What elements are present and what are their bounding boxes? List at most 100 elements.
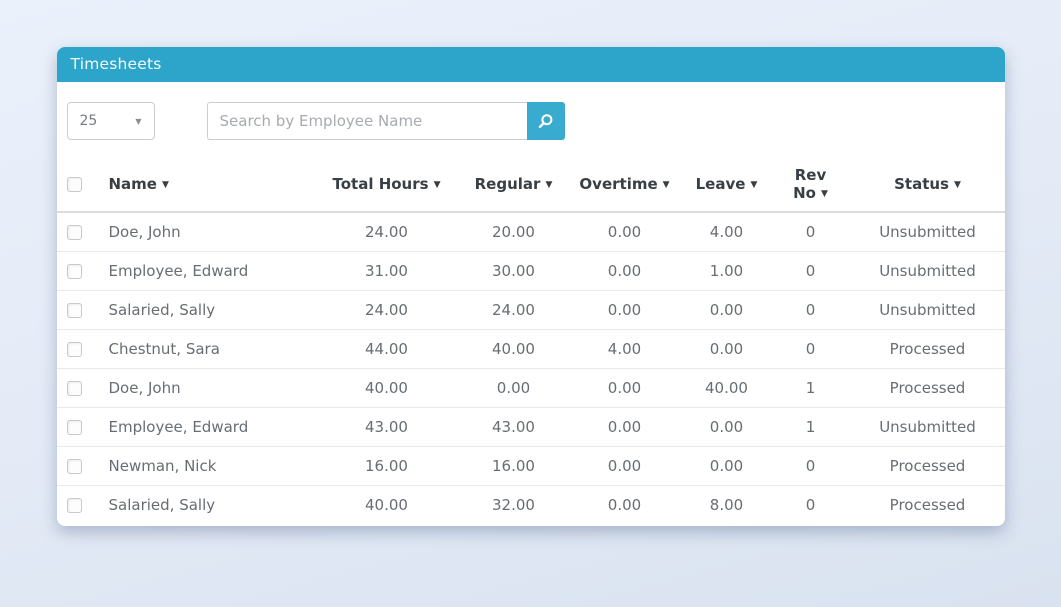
search-group [206,102,565,140]
column-header-regular[interactable]: Regular ▼ [460,162,567,213]
column-header-total-hours[interactable]: Total Hours ▼ [312,162,461,213]
table-row[interactable]: Employee, Edward 31.00 30.00 0.00 1.00 0… [56,251,1005,291]
panel-body: 25 ▼ Name ▼ [56,82,1005,526]
page-size-value: 25 [79,113,98,129]
cell-leave: 0.00 [682,407,771,447]
sort-caret-icon: ▼ [750,180,758,190]
column-label: Leave [695,175,746,193]
column-label: Overtime [579,175,658,193]
cell-leave: 0.00 [682,446,771,486]
cell-regular: 40.00 [460,329,567,369]
cell-name: Salaried, Sally [100,290,313,330]
table-row[interactable]: Salaried, Sally 24.00 24.00 0.00 0.00 0 … [56,290,1005,330]
cell-status: Processed [850,329,1005,369]
toolbar: 25 ▼ [57,82,1005,140]
table-row[interactable]: Employee, Edward 43.00 43.00 0.00 0.00 1… [56,407,1005,447]
cell-leave: 0.00 [682,290,771,330]
cell-status: Unsubmitted [879,223,976,241]
column-header-rev-no[interactable]: Rev No ▼ [770,162,851,213]
row-checkbox[interactable] [66,303,82,318]
cell-regular: 24.00 [460,290,567,330]
cell-rev-no: 0 [805,223,816,241]
table-row[interactable]: Salaried, Sally 40.00 32.00 0.00 8.00 0 … [56,485,1005,524]
cell-overtime: 0.00 [566,446,683,486]
row-checkbox[interactable] [66,459,82,474]
cell-regular: 20.00 [492,223,535,241]
cell-leave: 0.00 [682,329,771,369]
cell-rev-no: 0 [770,446,851,486]
cell-rev-no: 0 [770,251,851,291]
cell-overtime: 0.00 [566,368,683,408]
cell-total-hours: 24.00 [312,290,461,330]
cell-name: Employee, Edward [100,251,313,291]
timesheets-panel: Timesheets 25 ▼ [56,47,1005,526]
cell-overtime: 0.00 [607,223,642,241]
column-label: Regular [474,175,541,193]
panel-header: Timesheets [56,47,1005,82]
cell-regular: 30.00 [460,251,567,291]
cell-leave: 8.00 [682,485,771,524]
row-checkbox[interactable] [66,225,82,240]
cell-name: Doe, John [108,223,181,241]
cell-name: Employee, Edward [100,407,313,447]
sort-caret-icon: ▼ [433,180,441,190]
cell-rev-no: 1 [770,368,851,408]
search-input[interactable] [206,102,527,140]
sort-caret-icon: ▼ [820,189,828,199]
page-size-select[interactable]: 25 ▼ [66,102,155,140]
cell-leave: 4.00 [709,223,744,241]
search-button[interactable] [526,102,565,140]
cell-checkbox [56,290,101,330]
cell-status: Unsubmitted [850,251,1005,291]
search-icon [538,113,553,128]
cell-status: Processed [850,485,1005,524]
table-row[interactable]: Doe, John 24.00 20.00 0.00 4.00 0 Unsubm… [57,212,1005,252]
cell-rev-no: 1 [770,407,851,447]
cell-overtime: 4.00 [566,329,683,369]
column-header-status[interactable]: Status ▼ [850,162,1005,213]
row-checkbox[interactable] [66,342,82,357]
cell-overtime: 0.00 [566,407,683,447]
cell-total-hours: 43.00 [312,407,461,447]
cell-checkbox [56,446,101,486]
column-label: Status [894,175,949,193]
cell-regular: 0.00 [460,368,567,408]
cell-overtime: 0.00 [566,485,683,524]
cell-checkbox [56,329,101,369]
cell-checkbox [56,251,101,291]
cell-regular: 16.00 [460,446,567,486]
column-label: Name [108,175,157,193]
cell-name: Salaried, Sally [100,485,313,524]
cell-overtime: 0.00 [566,290,683,330]
column-header-leave[interactable]: Leave ▼ [682,162,771,213]
table-row[interactable]: Chestnut, Sara 44.00 40.00 4.00 0.00 0 P… [56,329,1005,369]
cell-status: Unsubmitted [850,290,1005,330]
select-all-checkbox[interactable] [66,177,82,192]
cell-checkbox [57,212,101,252]
row-checkbox[interactable] [66,381,82,396]
table-row[interactable]: Newman, Nick 16.00 16.00 0.00 0.00 0 Pro… [56,446,1005,486]
column-label: Total Hours [332,175,429,193]
cell-total-hours: 44.00 [312,329,461,369]
row-checkbox[interactable] [66,264,82,279]
table-header-row: Name ▼ Total Hours ▼ Regular ▼ Overtime ▼ Le… [56,162,1005,213]
cell-checkbox [56,485,101,524]
sort-caret-icon: ▼ [662,180,670,190]
cell-regular: 43.00 [460,407,567,447]
select-all-header [56,162,101,213]
column-label: Rev No [793,166,827,202]
cell-status: Processed [850,368,1005,408]
sort-caret-icon: ▼ [545,180,553,190]
cell-checkbox [56,368,101,408]
timesheets-table: Name ▼ Total Hours ▼ Regular ▼ Overtime ▼ Le… [56,162,1005,524]
table-row[interactable]: Doe, John 40.00 0.00 0.00 40.00 1 Proces… [56,368,1005,408]
column-header-overtime[interactable]: Overtime ▼ [566,162,683,213]
sort-caret-icon: ▼ [161,180,169,190]
row-checkbox[interactable] [66,420,82,435]
row-checkbox[interactable] [66,498,82,513]
cell-rev-no: 0 [770,485,851,524]
cell-total-hours: 31.00 [312,251,461,291]
cell-checkbox [56,407,101,447]
cell-total-hours: 16.00 [312,446,461,486]
column-header-name[interactable]: Name ▼ [100,162,313,213]
